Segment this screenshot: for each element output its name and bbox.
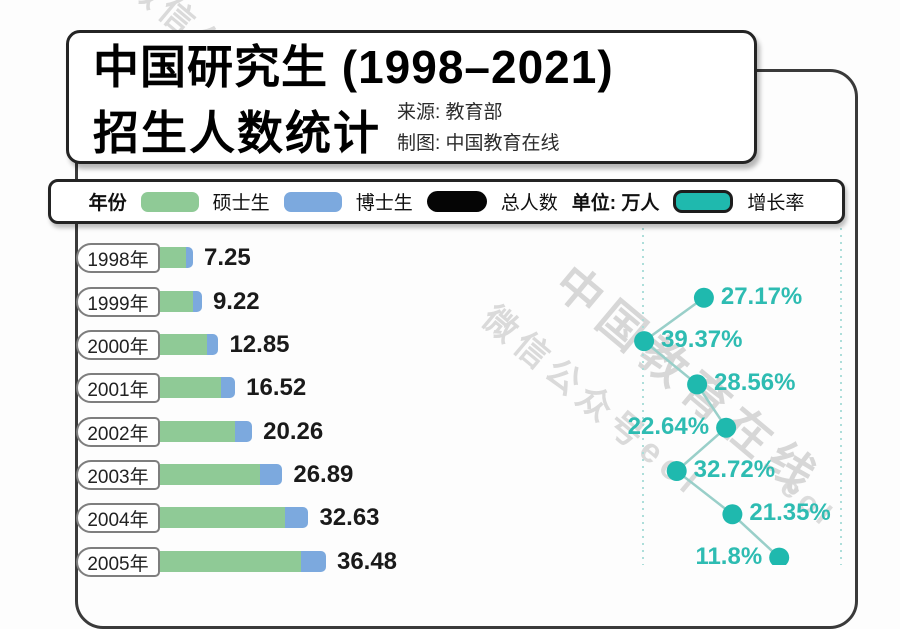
masters-bar	[160, 421, 235, 442]
legend-doctoral-label: 博士生	[355, 193, 413, 214]
legend-total-label: 总人数	[500, 193, 558, 214]
source-label: 来源: 教育部	[397, 102, 503, 123]
growth-value-label: 28.56%	[714, 369, 796, 397]
doctoral-swatch-icon	[283, 191, 342, 212]
legend-year-label: 年份	[88, 193, 127, 214]
growth-value-label: 11.8%	[695, 542, 763, 570]
total-value: 7.25	[203, 244, 251, 271]
bar-track	[160, 507, 309, 528]
doctoral-bar	[301, 551, 326, 572]
masters-bar	[160, 377, 221, 398]
growth-value-label: 27.17%	[720, 282, 803, 310]
masters-bar	[160, 551, 302, 572]
masters-swatch-icon	[140, 191, 199, 212]
page-title-line1: 中国研究生 (1998–2021)	[93, 41, 614, 93]
legend-growth-label: 增长率	[747, 193, 805, 214]
growth-point-1999年	[693, 287, 714, 308]
growth-value-label: 21.35%	[749, 499, 831, 527]
growth-point-2001年	[687, 374, 708, 395]
growth-value-label: 39.37%	[661, 326, 743, 354]
legend-unit-label: 单位: 万人	[571, 193, 660, 214]
bar-track	[160, 551, 326, 572]
year-pill: 2003年	[76, 460, 160, 490]
year-pill: 2000年	[76, 330, 160, 360]
year-pill: 2004年	[76, 503, 160, 533]
bar-track	[160, 247, 193, 268]
bar-track	[160, 291, 202, 312]
total-value: 16.52	[246, 374, 307, 401]
total-value: 12.85	[229, 331, 290, 358]
year-pill: 2002年	[76, 417, 160, 447]
bar-track	[160, 421, 253, 442]
total-swatch-icon	[426, 191, 487, 212]
bar-track	[160, 377, 236, 398]
bar-track	[160, 464, 283, 485]
masters-bar	[160, 507, 285, 528]
growth-point-2005年	[769, 547, 790, 565]
title-card: 中国研究生 (1998–2021) 招生人数统计 来源: 教育部 制图: 中国教…	[66, 30, 757, 164]
masters-bar	[160, 464, 261, 485]
total-value: 32.63	[319, 504, 380, 531]
source-credit: 来源: 教育部 制图: 中国教育在线	[397, 97, 560, 159]
year-pill: 2005年	[76, 547, 160, 577]
growth-value-label: 22.64%	[627, 412, 710, 440]
year-pill: 1998年	[76, 243, 160, 273]
growth-swatch-icon	[673, 190, 734, 213]
year-pill: 1999年	[76, 287, 160, 317]
growth-point-2003年	[666, 461, 687, 481]
total-value: 26.89	[293, 461, 354, 488]
growth-value-label: 32.72%	[693, 456, 776, 483]
bar-track	[160, 334, 219, 355]
masters-bar	[160, 247, 187, 268]
total-value: 20.26	[263, 418, 324, 445]
doctoral-bar	[206, 334, 219, 355]
growth-point-2000年	[634, 331, 655, 352]
doctoral-bar	[186, 247, 193, 268]
page-title-line2: 招生人数统计	[93, 107, 381, 159]
legend-bar: 年份 硕士生 博士生 总人数 单位: 万人 增长率	[48, 179, 845, 224]
doctoral-bar	[260, 464, 283, 485]
doctoral-bar	[193, 291, 202, 312]
legend-masters-label: 硕士生	[212, 193, 270, 214]
total-value: 9.22	[212, 288, 260, 315]
doctoral-bar	[220, 377, 236, 398]
growth-point-2002年	[716, 417, 737, 438]
total-value: 36.48	[336, 548, 398, 575]
growth-point-2004年	[722, 504, 743, 525]
credit-label: 制图: 中国教育在线	[397, 133, 560, 154]
doctoral-bar	[284, 507, 309, 528]
year-pill: 2001年	[76, 373, 160, 403]
doctoral-bar	[234, 421, 253, 442]
masters-bar	[160, 291, 194, 312]
growth-line-chart	[634, 228, 842, 565]
masters-bar	[160, 334, 207, 355]
